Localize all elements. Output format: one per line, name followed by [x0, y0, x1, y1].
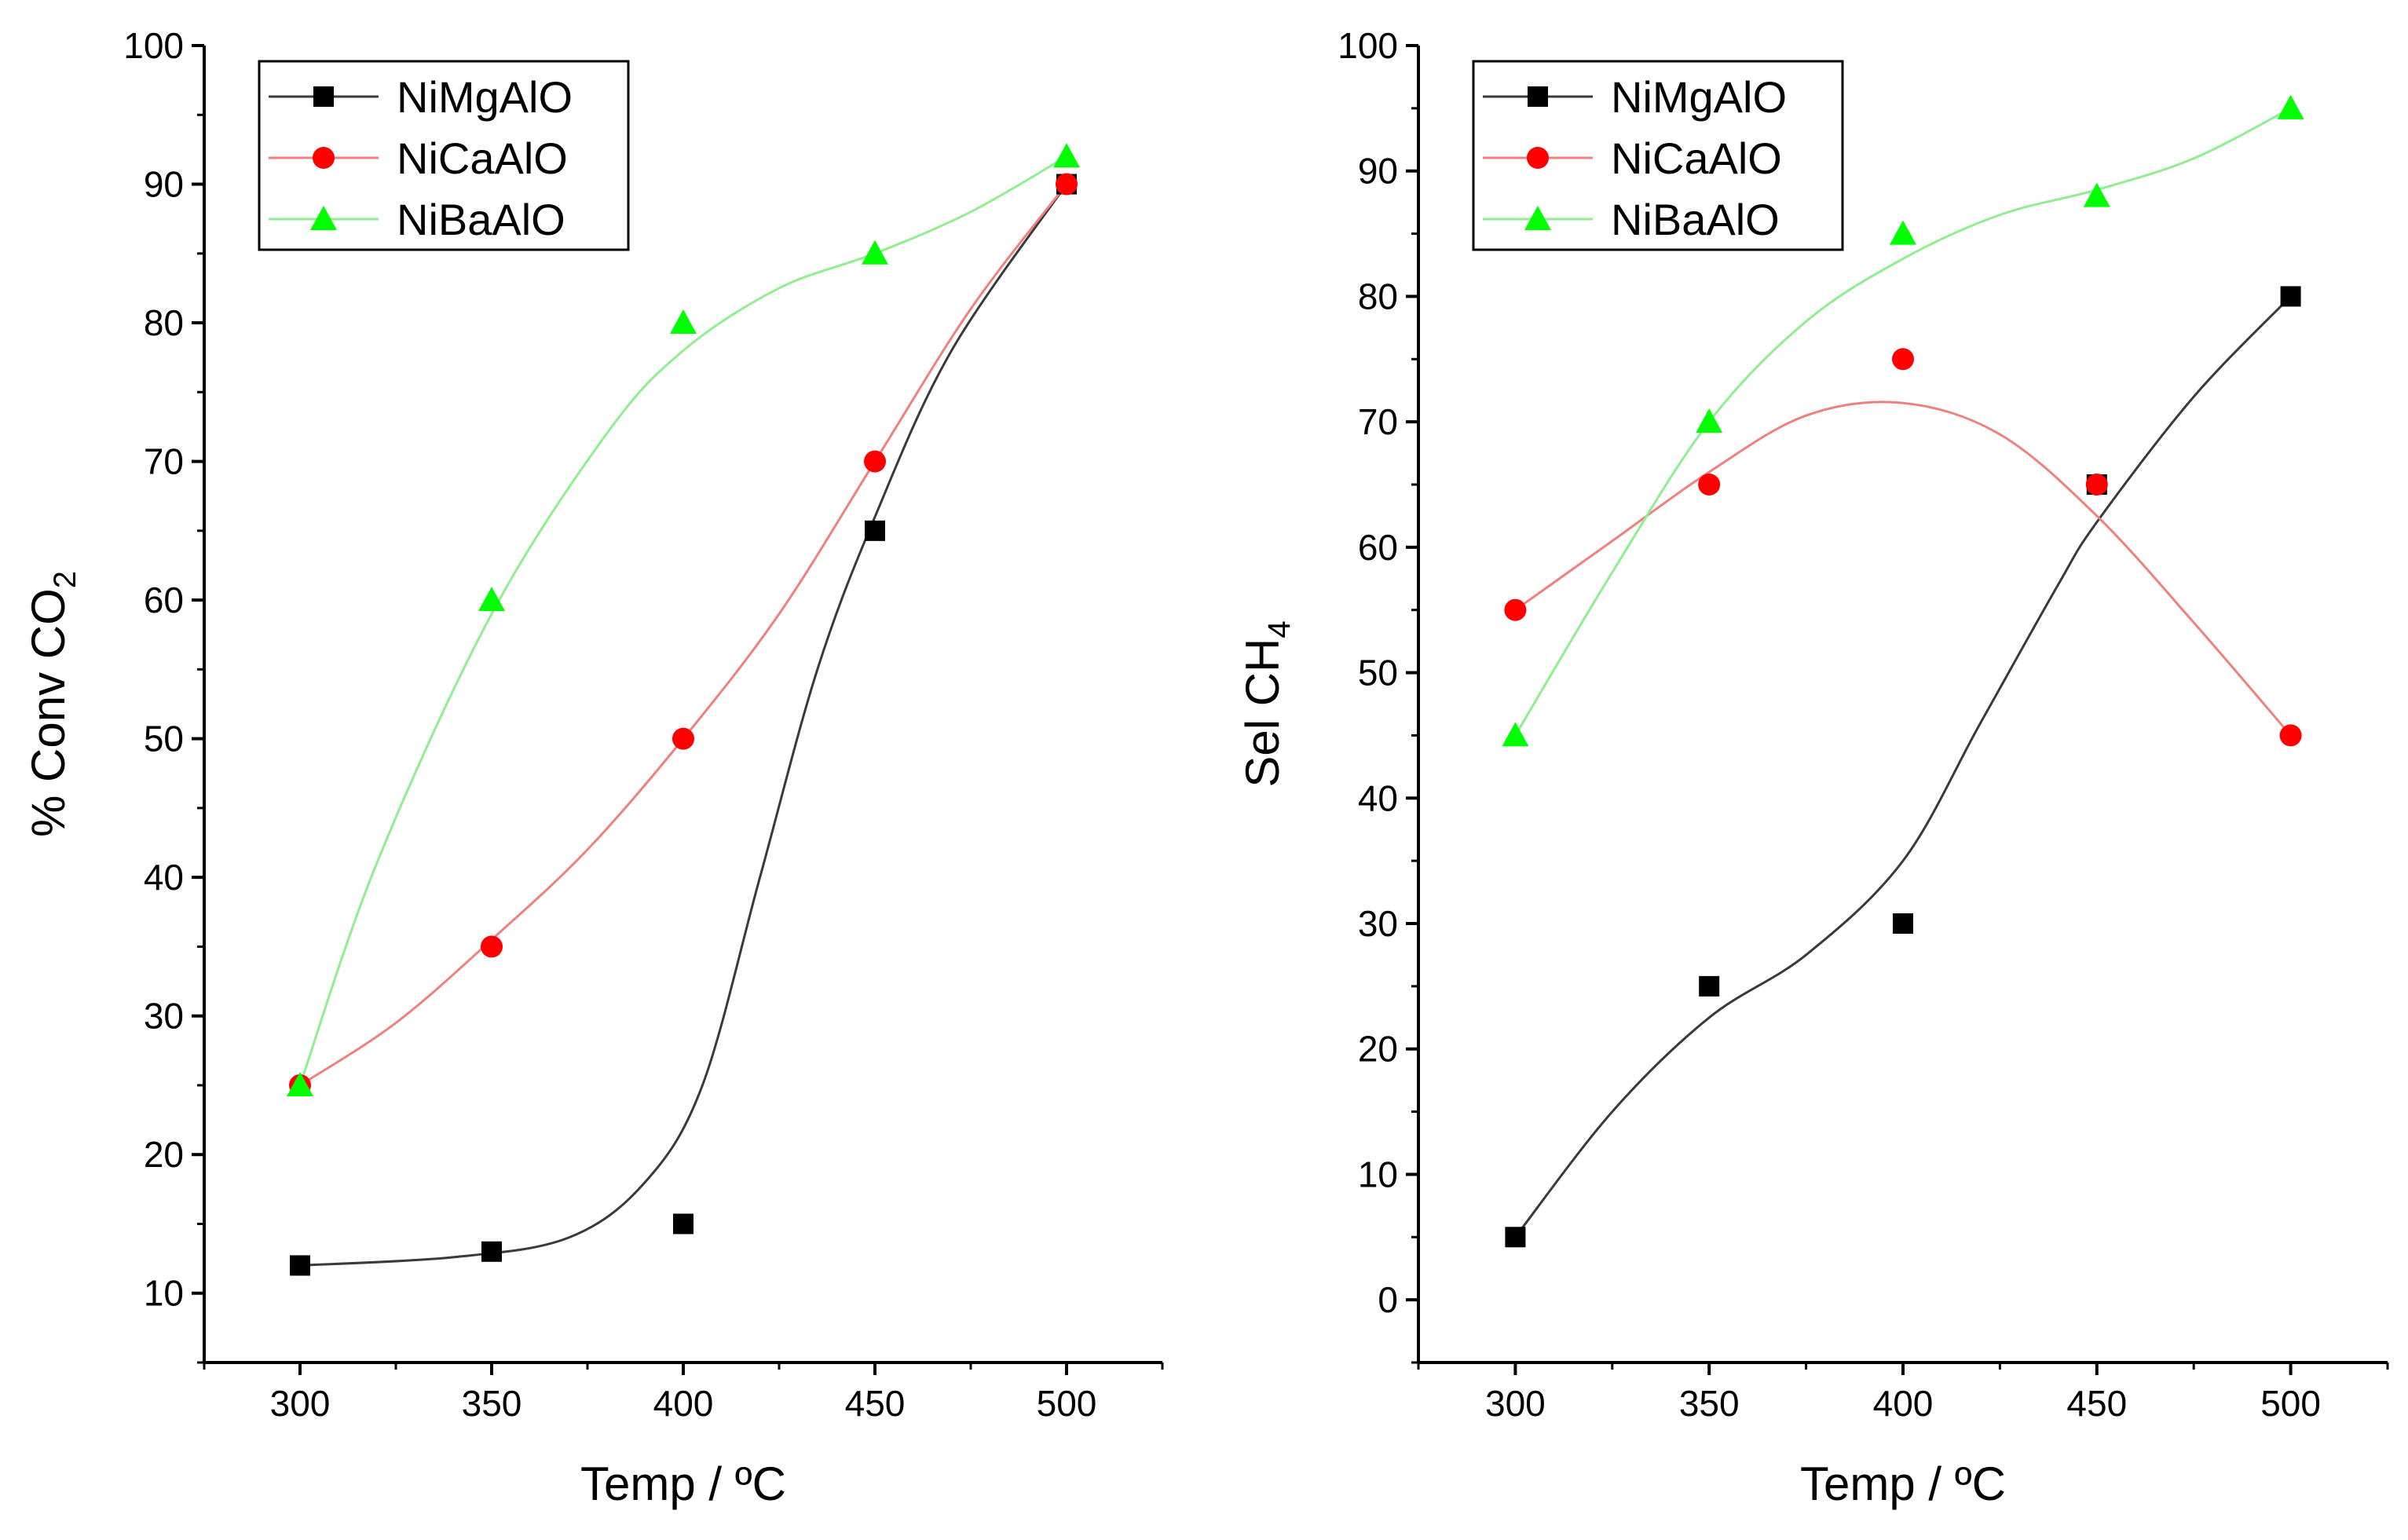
nicaalo-fit-line: [1514, 401, 2292, 737]
legend-nicaalo-label: NiCaAlO: [397, 134, 568, 183]
nicaalo-point: [672, 727, 694, 750]
legend-nimgalo-marker: [313, 86, 334, 107]
legend-nimgalo-marker: [1528, 86, 1548, 107]
y-tick-label: 20: [144, 1134, 184, 1175]
y-tick-label: 100: [123, 25, 184, 66]
nibaalo-point: [1890, 220, 1916, 245]
nibaalo-point: [862, 240, 888, 265]
x-tick-label: 450: [845, 1383, 906, 1424]
y-tick-label: 50: [1358, 653, 1398, 693]
y-tick-label: 20: [1358, 1029, 1398, 1070]
nibaalo-point: [1696, 408, 1723, 433]
nibaalo-fit-line: [298, 155, 1067, 1086]
left-markers: [287, 143, 1080, 1276]
legend-nibaalo-marker: [310, 206, 337, 230]
nicaalo-point: [1892, 348, 1914, 371]
y-tick-label: 40: [144, 857, 184, 898]
legend-nicaalo-marker: [1527, 147, 1549, 169]
nibaalo-fit-line: [1514, 107, 2292, 737]
left-axes: 10 20 30 40 50 60 70 80 90 100 300 350 400 450 500 Temp…: [22, 25, 1164, 1510]
y-axis-title-main: % Conv CO: [22, 588, 75, 837]
x-tick-label: 350: [462, 1383, 522, 1424]
nimgalo-point: [2280, 286, 2301, 307]
y-tick-label: 90: [1358, 151, 1398, 192]
x-tick-label: 500: [1037, 1383, 1097, 1424]
nicaalo-point: [2279, 724, 2302, 747]
x-axis-title: Temp / ºC: [580, 1458, 786, 1510]
chart-left: 10 20 30 40 50 60 70 80 90 100 300 350 400 450 500 Temp…: [22, 25, 1164, 1510]
nicaalo-point: [1504, 598, 1527, 621]
nibaalo-point: [1502, 722, 1529, 747]
nibaalo-point: [670, 309, 697, 335]
nicaalo-point: [864, 450, 886, 473]
nibaalo-point: [2277, 94, 2304, 119]
nicaalo-point: [1056, 173, 1078, 196]
nimgalo-fit-line: [299, 183, 1068, 1267]
nimgalo-fit-line: [1514, 295, 2292, 1238]
y-tick-label: 10: [1358, 1154, 1398, 1194]
left-fit-lines: [298, 155, 1068, 1267]
x-axis-title: Temp / ºC: [1800, 1458, 2006, 1510]
legend-nicaalo-marker: [313, 147, 335, 169]
y-tick-label: 80: [1358, 276, 1398, 316]
legend-nimgalo-label: NiMgAlO: [1611, 72, 1787, 122]
y-axis-title: % Conv CO2: [22, 571, 82, 837]
left-legend: NiMgAlO NiCaAlO NiBaAlO: [258, 60, 630, 251]
y-tick-label: 70: [1358, 401, 1398, 442]
x-tick-label: 300: [1485, 1383, 1546, 1424]
x-tick-label: 300: [270, 1383, 331, 1424]
y-tick-label: 60: [144, 580, 184, 620]
nimgalo-point: [1505, 1227, 1526, 1248]
nimgalo-point: [1699, 975, 1720, 997]
y-tick-label: 40: [1358, 777, 1398, 818]
nibaalo-point: [2083, 182, 2110, 207]
y-axis-title-subscript: 2: [48, 571, 82, 588]
nibaalo-point: [287, 1071, 313, 1096]
legend-nicaalo-label: NiCaAlO: [1611, 134, 1782, 183]
x-tick-label: 500: [2260, 1383, 2321, 1424]
right-legend: NiMgAlO NiCaAlO NiBaAlO: [1472, 60, 1844, 251]
y-axis-title-subscript: 4: [1262, 620, 1297, 638]
y-tick-label: 60: [1358, 527, 1398, 568]
y-axis-title: Sel CH4: [1236, 620, 1297, 787]
nicaalo-point: [2085, 474, 2108, 496]
y-tick-label: 100: [1338, 25, 1398, 66]
legend-nibaalo-marker: [1524, 206, 1551, 230]
right-fit-lines: [1514, 107, 2292, 1238]
nimgalo-point: [290, 1255, 310, 1276]
y-tick-label: 50: [144, 719, 184, 759]
y-tick-label: 30: [1358, 903, 1398, 944]
right-markers: [1502, 94, 2304, 1248]
x-tick-label: 400: [653, 1383, 714, 1424]
nimgalo-point: [481, 1241, 502, 1262]
nimgalo-point: [1893, 913, 1913, 934]
nicaalo-fit-line: [299, 183, 1068, 1087]
legend-nibaalo-label: NiBaAlO: [397, 195, 565, 244]
legend-nimgalo-label: NiMgAlO: [397, 72, 573, 122]
nibaalo-point: [478, 587, 505, 612]
nicaalo-point: [481, 935, 503, 958]
y-tick-label: 30: [144, 996, 184, 1037]
y-tick-label: 90: [144, 164, 184, 205]
x-tick-label: 350: [1679, 1383, 1740, 1424]
y-tick-label: 0: [1378, 1279, 1398, 1320]
x-tick-label: 450: [2066, 1383, 2127, 1424]
y-tick-label: 80: [144, 302, 184, 343]
nicaalo-point: [1698, 474, 1721, 496]
y-tick-label: 10: [144, 1273, 184, 1314]
right-axes: 0 10 20 30 40 50 60 70 80 90 100 300 350 400 450 500 Tem…: [1236, 25, 2389, 1510]
nibaalo-point: [1053, 143, 1080, 168]
nimgalo-point: [865, 520, 885, 541]
nimgalo-point: [673, 1213, 693, 1235]
y-tick-label: 70: [144, 441, 184, 482]
chart-right: 0 10 20 30 40 50 60 70 80 90 100 300 350 400 450 500 Tem…: [1236, 25, 2389, 1510]
legend-nibaalo-label: NiBaAlO: [1611, 195, 1780, 244]
x-tick-label: 400: [1873, 1383, 1934, 1424]
y-axis-title-main: Sel CH: [1236, 638, 1289, 788]
